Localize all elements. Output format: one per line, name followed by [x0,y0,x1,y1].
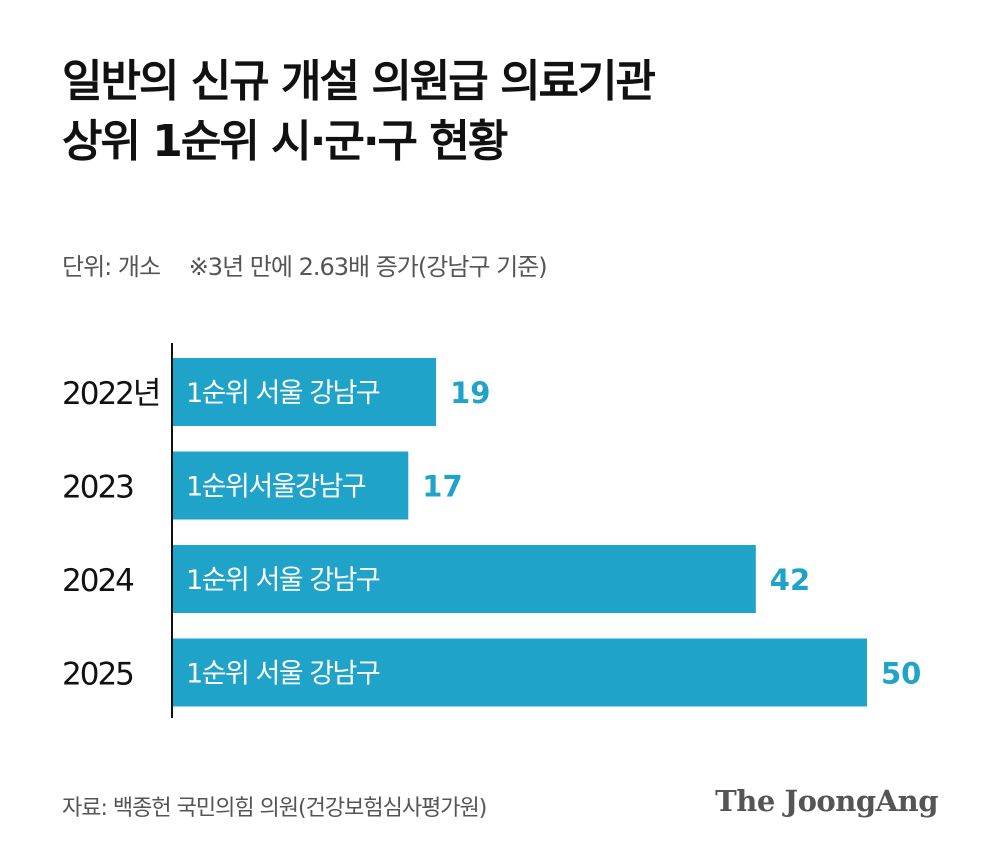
bar-inner-label-2: 1순위 서울 강남구 [186,565,380,596]
value-label-1: 17 [422,470,462,504]
value-label-2: 42 [770,563,810,597]
value-label-0: 19 [450,376,490,410]
bar-inner-label-1: 1순위서울강남구 [186,472,366,503]
value-label-3: 50 [881,657,921,691]
bar-chart: 2022년 1순위 서울 강남구 19 2023 1순위서울강남구 17 2024 1순위 서… [62,343,921,718]
bar-inner-label-0: 1순위 서울 강남구 [186,378,380,409]
bar-1 [172,451,409,520]
bar-0 [172,358,437,426]
bar-3 [172,638,867,707]
chart-title: 일반의 신규 개설 의원급 의료기관 상위 1순위 시·군·구 현황 [62,52,656,172]
source-note: 자료: 백종헌 국민의힘 의원(건강보험심사평가원) [62,796,487,821]
category-label-0: 2022년 [62,376,159,412]
category-label-2: 2024 [62,563,133,599]
chart-title-line-2: 상위 1순위 시·군·구 현황 [62,116,508,167]
chart-title-line-1: 일반의 신규 개설 의원급 의료기관 [62,56,656,107]
bar-inner-label-3: 1순위 서울 강남구 [186,659,380,690]
growth-note: ※3년 만에 2.63배 증가(강남구 기준) [188,253,548,281]
chart-subtitle: 단위: 개소 ※3년 만에 2.63배 증가(강남구 기준) [62,247,548,282]
category-label-3: 2025 [62,657,133,693]
unit-label: 단위: 개소 [62,253,161,281]
brand-logo: The JoongAng [715,784,938,818]
category-label-1: 2023 [62,470,133,506]
bar-2 [172,545,756,613]
